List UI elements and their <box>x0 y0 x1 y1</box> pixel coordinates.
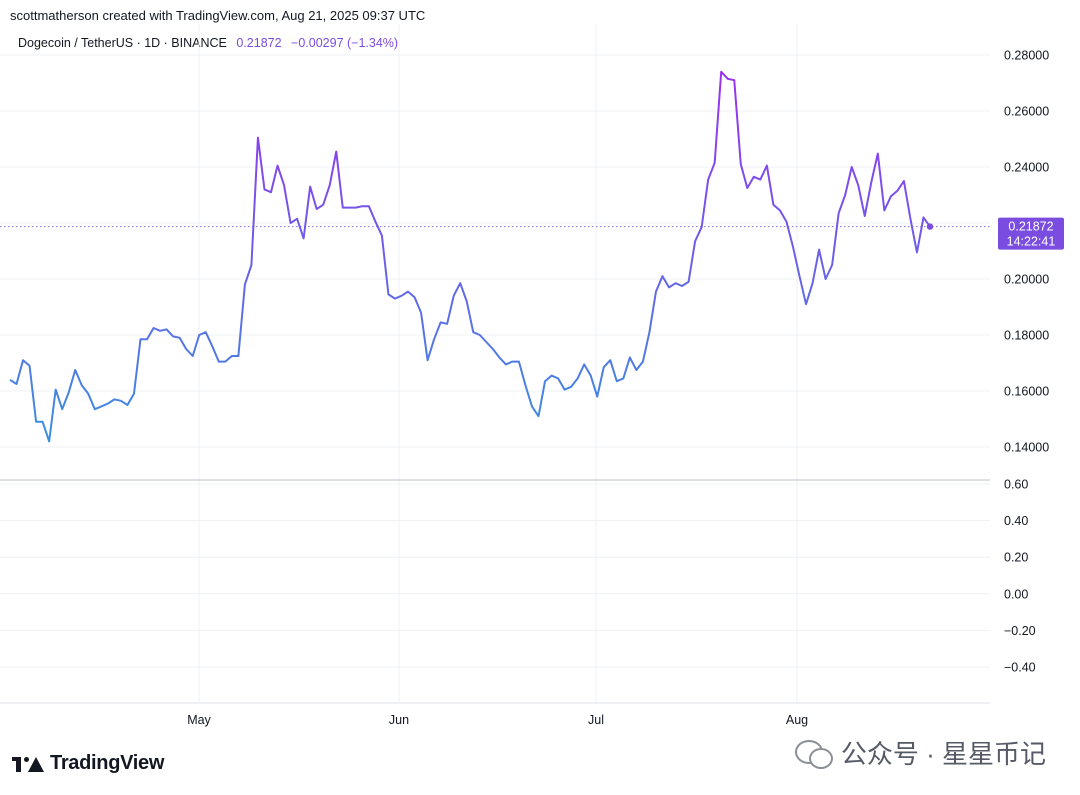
last-price-dot <box>926 223 934 230</box>
legend-change: −0.00297 (−1.34%) <box>291 36 399 50</box>
price-tick-label: 0.18000 <box>1004 329 1049 343</box>
tradingview-mark-icon <box>12 754 44 774</box>
indicator-tick-label: −0.20 <box>1004 624 1036 638</box>
time-tick-label: Jul <box>588 713 604 727</box>
price-tick-label: 0.24000 <box>1004 161 1049 175</box>
indicator-tick-label: 0.20 <box>1004 551 1028 565</box>
watermark-text: 公众号 · 星星币记 <box>840 739 1046 769</box>
time-axis[interactable]: May Jun Jul Aug <box>187 713 808 727</box>
legend-price: 0.21872 <box>236 36 282 50</box>
tag-price-text: 0.21872 <box>1008 220 1053 234</box>
time-tick-label: May <box>187 713 211 727</box>
tag-countdown-text: 14:22:41 <box>1007 235 1056 249</box>
tradingview-wordmark: TradingView <box>50 752 165 774</box>
price-tick-label: 0.28000 <box>1004 49 1049 63</box>
price-series-line[interactable] <box>9 70 931 443</box>
tradingview-logo[interactable]: TradingView <box>12 752 164 775</box>
indicator-tick-label: 0.60 <box>1004 478 1028 492</box>
last-price-tag: 0.21872 14:22:41 <box>998 217 1064 250</box>
indicator-tick-label: 0.00 <box>1004 587 1028 601</box>
indicator-tick-label: 0.40 <box>1004 514 1028 528</box>
symbol-title: Dogecoin / TetherUS · 1D · BINANCE <box>18 36 227 50</box>
wechat-icon <box>793 736 833 770</box>
time-tick-label: Aug <box>786 713 808 727</box>
price-axis[interactable]: 0.280000.260000.240000.220000.200000.180… <box>1004 49 1049 455</box>
grid-lines <box>0 24 990 703</box>
chart-credit: scottmatherson created with TradingView.… <box>10 8 426 23</box>
price-tick-label: 0.14000 <box>1004 441 1049 455</box>
time-tick-label: Jun <box>389 713 409 727</box>
price-tick-label: 0.16000 <box>1004 385 1049 399</box>
indicator-axis[interactable]: 0.60 0.40 0.20 0.00 −0.20 −0.40 <box>1004 478 1036 675</box>
symbol-legend[interactable]: Dogecoin / TetherUS · 1D · BINANCE 0.218… <box>18 36 398 50</box>
price-tick-label: 0.20000 <box>1004 273 1049 287</box>
price-tick-label: 0.26000 <box>1004 105 1049 119</box>
wechat-watermark: 公众号 · 星星币记 <box>793 734 1046 771</box>
indicator-tick-label: −0.40 <box>1004 661 1036 675</box>
